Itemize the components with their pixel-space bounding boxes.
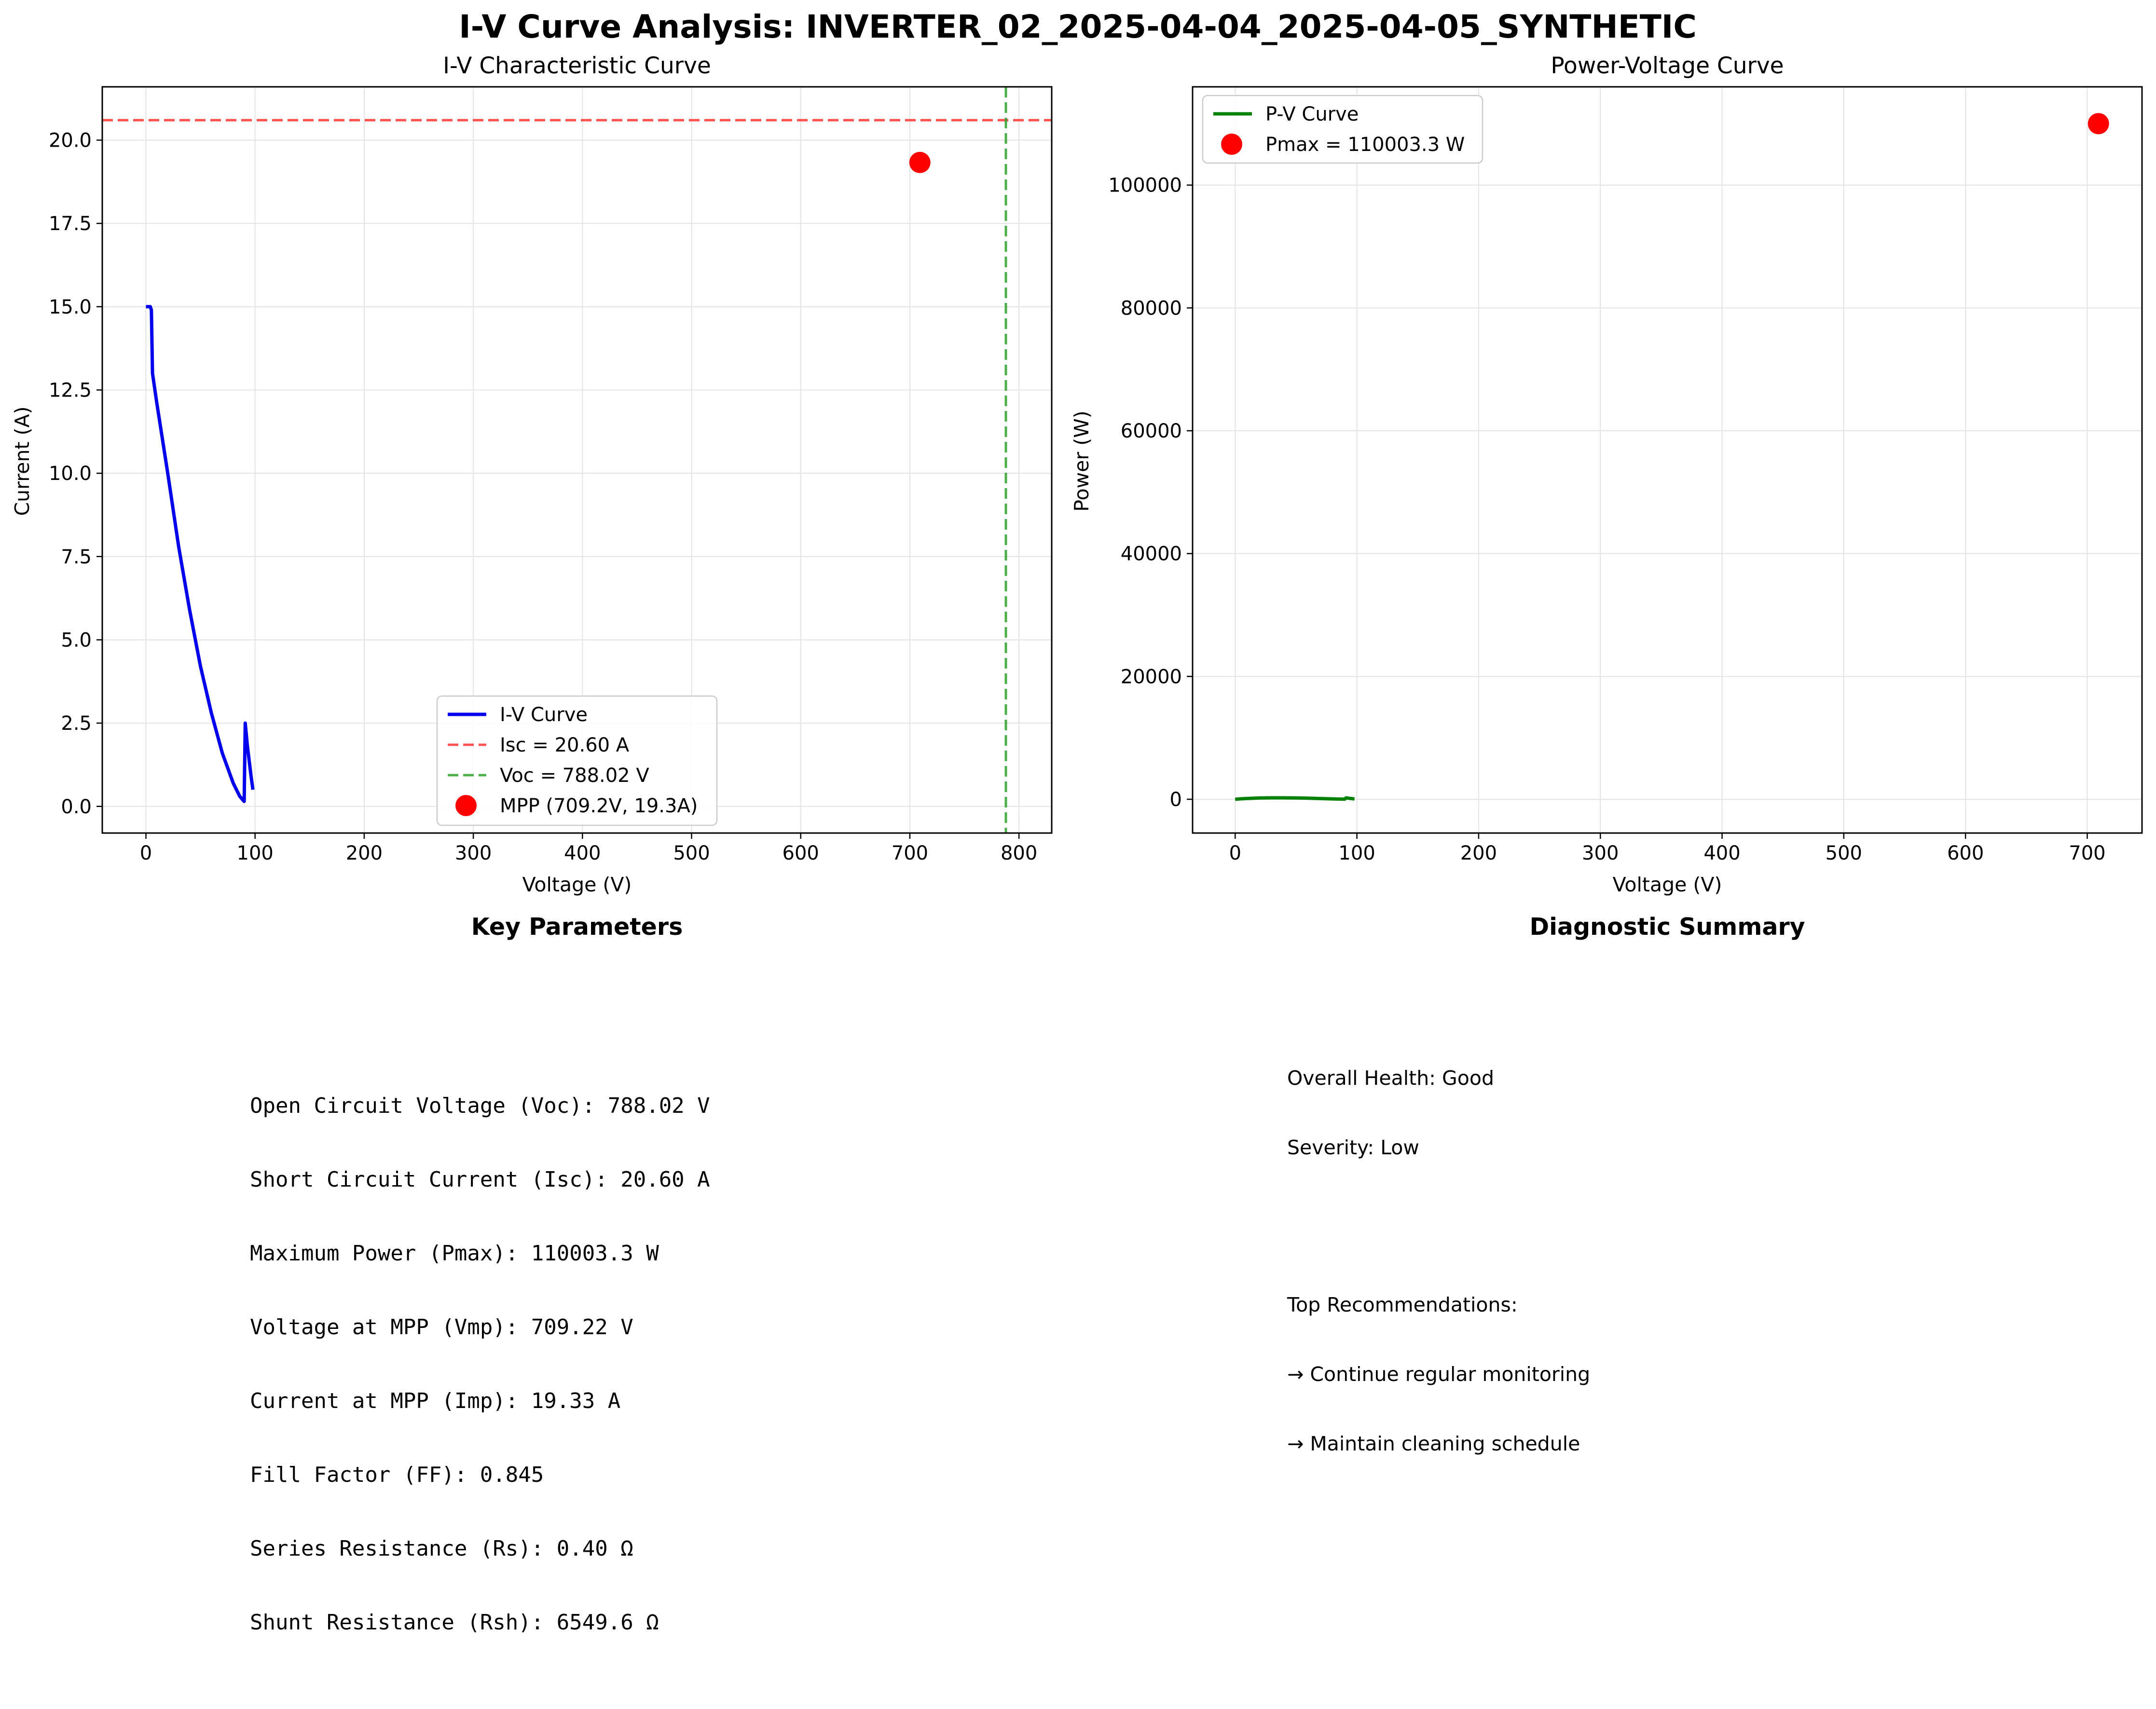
iv-chart-points xyxy=(909,151,931,173)
recommendations-title: Top Recommendations: xyxy=(1287,1293,1518,1316)
pv-chart-legend-label: Pmax = 110003.3 W xyxy=(1265,134,1465,156)
pv-chart-ticks: 0 100 200 300 400 500 600 700 0 20000 40000 60000 80… xyxy=(1108,175,2105,864)
overall-health: Overall Health: Good xyxy=(1287,1066,1494,1090)
pv-chart-ytick-label: 40000 xyxy=(1121,543,1182,565)
pv-chart-points xyxy=(2087,113,2109,135)
iv-chart-mpp-marker xyxy=(909,151,931,173)
pv-chart-legend-marker xyxy=(1221,134,1242,155)
iv-chart-reference-lines xyxy=(102,87,1052,833)
key-param-rs: Series Resistance (Rs): 0.40 Ω xyxy=(250,1536,633,1561)
pv-chart-xtick-label: 600 xyxy=(1947,842,1984,864)
pv-chart-ytick-label: 0 xyxy=(1170,789,1182,811)
iv-chart-ytick-label: 10.0 xyxy=(49,463,92,485)
pv-chart-ytick-label: 60000 xyxy=(1121,420,1182,442)
pv-chart-legend-label: P-V Curve xyxy=(1265,103,1359,125)
key-param-voc: Open Circuit Voltage (Voc): 788.02 V xyxy=(250,1094,710,1118)
pv-chart-frame xyxy=(1192,86,2143,834)
iv-chart-ytick-label: 17.5 xyxy=(49,213,92,235)
pv-chart-grid xyxy=(1193,87,2142,833)
pv-chart-series-line xyxy=(1235,796,1355,801)
key-param-imp: Current at MPP (Imp): 19.33 A xyxy=(250,1389,621,1413)
iv-chart-legend-label: MPP (709.2V, 19.3A) xyxy=(500,795,698,817)
pv-chart-legend-box xyxy=(1202,95,1483,164)
recommendation-item: → Continue regular monitoring xyxy=(1287,1363,1591,1386)
key-param-ff: Fill Factor (FF): 0.845 xyxy=(250,1463,544,1487)
diagnostic-summary-title: Diagnostic Summary xyxy=(1529,913,1805,941)
figure-suptitle: I-V Curve Analysis: INVERTER_02_2025-04-… xyxy=(459,8,1697,45)
pv-chart-mpp-marker xyxy=(2087,113,2109,135)
spacer xyxy=(1287,1205,1590,1247)
iv-chart-ytick-label: 12.5 xyxy=(49,379,92,401)
key-param-isc: Short Circuit Current (Isc): 20.60 A xyxy=(250,1167,710,1192)
iv-chart-xtick-label: 800 xyxy=(1001,842,1037,864)
iv-chart-xtick-label: 600 xyxy=(783,842,819,864)
iv-chart-xtick-label: 400 xyxy=(564,842,601,864)
key-param-pmax: Maximum Power (Pmax): 110003.3 W xyxy=(250,1241,659,1266)
pv-chart-xlabel: Voltage (V) xyxy=(1613,873,1722,896)
pv-chart-title: Power-Voltage Curve xyxy=(1551,53,1784,79)
pv-chart: Power-Voltage Curve Voltage (V) Power (W… xyxy=(1070,53,2143,896)
pv-chart-xtick-label: 100 xyxy=(1338,842,1375,864)
pv-chart-xtick-label: 500 xyxy=(1826,842,1862,864)
pv-chart-xtick-label: 0 xyxy=(1229,842,1241,864)
iv-chart-series xyxy=(146,305,255,803)
pv-chart-series xyxy=(1235,796,1355,801)
iv-chart-title: I-V Characteristic Curve xyxy=(443,53,711,79)
severity: Severity: Low xyxy=(1287,1136,1419,1159)
pv-chart-xtick-label: 700 xyxy=(2069,842,2105,864)
pv-chart-ytick-label: 20000 xyxy=(1121,666,1182,688)
iv-chart-ytick-label: 20.0 xyxy=(49,130,92,152)
key-param-vmp: Voltage at MPP (Vmp): 709.22 V xyxy=(250,1315,633,1340)
iv-chart-ytick-label: 15.0 xyxy=(49,296,92,318)
pv-chart-xtick-label: 200 xyxy=(1460,842,1497,864)
iv-chart-legend-label: Voc = 788.02 V xyxy=(500,765,649,787)
recommendation-item: → Maintain cleaning schedule xyxy=(1287,1432,1580,1455)
pv-chart-legend: P-V Curve Pmax = 110003.3 W xyxy=(1202,95,1483,164)
iv-chart-legend-label: Isc = 20.60 A xyxy=(500,734,630,756)
iv-chart-legend-label: I-V Curve xyxy=(500,704,588,726)
pv-chart-xtick-label: 400 xyxy=(1703,842,1740,864)
iv-chart-ylabel: Current (A) xyxy=(11,406,34,516)
iv-chart-xtick-label: 200 xyxy=(346,842,383,864)
iv-chart-xtick-label: 100 xyxy=(237,842,274,864)
iv-chart-xlabel: Voltage (V) xyxy=(522,873,632,896)
iv-chart-ticks: 0 100 200 300 400 500 600 700 800 0.0 2.5 5.0 7.5 10.… xyxy=(49,130,1037,865)
diagnostic-summary-block: Overall Health: Good Severity: Low Top R… xyxy=(1287,1020,1590,1478)
pv-chart-ytick-label: 100000 xyxy=(1108,175,1182,197)
iv-chart-ytick-label: 7.5 xyxy=(61,546,92,568)
iv-chart-frame xyxy=(101,86,1053,834)
iv-chart-xtick-label: 300 xyxy=(455,842,492,864)
pv-chart-ylabel: Power (W) xyxy=(1070,410,1093,512)
iv-chart-ytick-label: 2.5 xyxy=(61,712,92,735)
iv-chart-xtick-label: 0 xyxy=(140,842,152,864)
key-parameters-list: Open Circuit Voltage (Voc): 788.02 V Sho… xyxy=(250,1044,710,1659)
pv-chart-xtick-label: 300 xyxy=(1582,842,1619,864)
iv-chart-ytick-label: 0.0 xyxy=(61,796,92,818)
iv-chart-legend-marker xyxy=(455,795,477,816)
iv-chart-legend: I-V Curve Isc = 20.60 A Voc = 788.02 V MPP … xyxy=(436,695,718,826)
key-parameters-title: Key Parameters xyxy=(471,913,683,941)
iv-chart-series-line xyxy=(146,305,255,803)
iv-chart-xtick-label: 700 xyxy=(892,842,928,864)
iv-chart-legend-box xyxy=(436,695,718,826)
key-param-rsh: Shunt Resistance (Rsh): 6549.6 Ω xyxy=(250,1610,659,1635)
iv-chart: I-V Characteristic Curve Voltage (V) Cur… xyxy=(11,53,1053,896)
iv-chart-xtick-label: 500 xyxy=(673,842,710,864)
pv-chart-ytick-label: 80000 xyxy=(1121,297,1182,319)
iv-chart-ytick-label: 5.0 xyxy=(61,629,92,651)
